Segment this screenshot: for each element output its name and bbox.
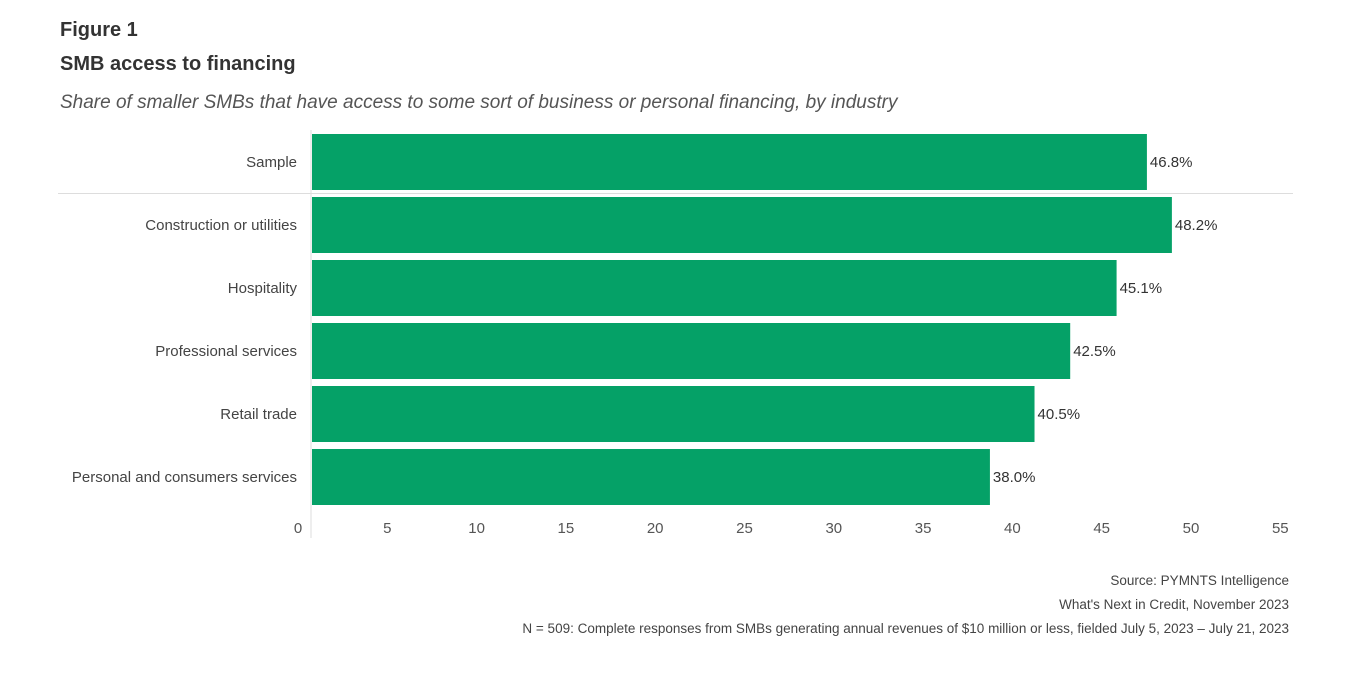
category-label: Retail trade bbox=[220, 406, 297, 423]
data-label: 40.5% bbox=[1038, 406, 1081, 423]
x-tick-label: 25 bbox=[736, 520, 753, 537]
bar bbox=[312, 260, 1117, 316]
category-label: Hospitality bbox=[228, 280, 298, 297]
data-label: 48.2% bbox=[1175, 217, 1218, 234]
chart-subtitle: Share of smaller SMBs that have access t… bbox=[60, 92, 898, 113]
figure-label: Figure 1 bbox=[60, 19, 138, 41]
x-tick-label: 15 bbox=[558, 520, 575, 537]
sample-note: N = 509: Complete responses from SMBs ge… bbox=[522, 621, 1289, 636]
data-label: 45.1% bbox=[1120, 280, 1163, 297]
chart-title: SMB access to financing bbox=[60, 53, 296, 75]
x-tick-label: 5 bbox=[383, 520, 391, 537]
data-label: 42.5% bbox=[1073, 343, 1116, 360]
bar bbox=[312, 449, 990, 505]
x-tick-label: 55 bbox=[1272, 520, 1289, 537]
bar bbox=[312, 197, 1172, 253]
bar-chart: Sample 46.8% Construction or utilities 48.2… bbox=[58, 130, 1293, 538]
x-tick-label: 10 bbox=[468, 520, 485, 537]
x-tick-label: 45 bbox=[1093, 520, 1110, 537]
category-label: Sample bbox=[246, 154, 297, 171]
x-tick-label: 50 bbox=[1183, 520, 1200, 537]
category-label: Professional services bbox=[155, 343, 297, 360]
source-note: Source: PYMNTS Intelligence bbox=[1110, 573, 1289, 588]
bar bbox=[312, 323, 1071, 379]
x-tick-label: 0 bbox=[294, 520, 302, 537]
x-tick-label: 40 bbox=[1004, 520, 1021, 537]
category-label: Construction or utilities bbox=[145, 217, 297, 234]
x-tick-label: 20 bbox=[647, 520, 664, 537]
x-tick-label: 35 bbox=[915, 520, 932, 537]
data-label: 38.0% bbox=[993, 469, 1036, 486]
bar bbox=[312, 134, 1147, 190]
bar bbox=[312, 386, 1035, 442]
x-tick-label: 30 bbox=[825, 520, 842, 537]
report-note: What's Next in Credit, November 2023 bbox=[1059, 597, 1289, 612]
category-label: Personal and consumers services bbox=[72, 469, 297, 486]
data-label: 46.8% bbox=[1150, 154, 1193, 171]
